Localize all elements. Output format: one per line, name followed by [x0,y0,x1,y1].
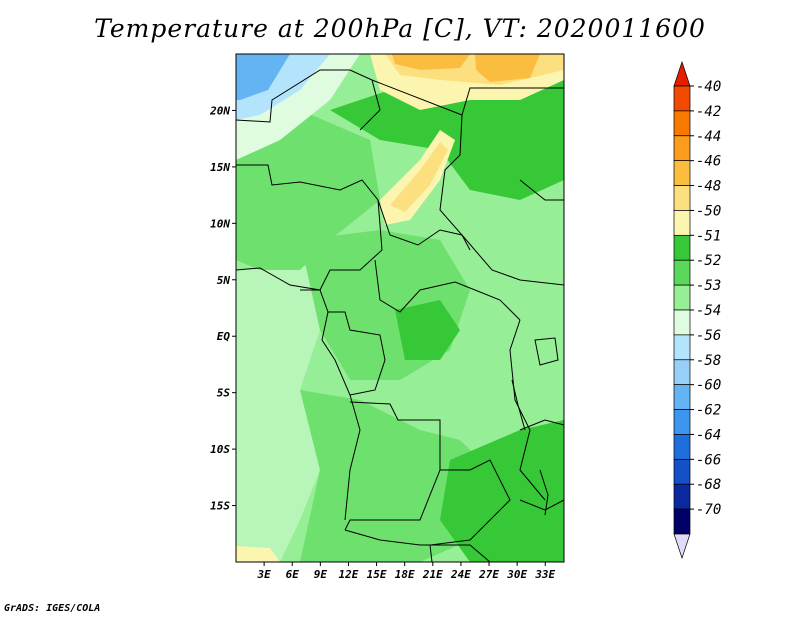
colorbar-segment [673,185,691,211]
lake-malawi [539,469,549,516]
lon-tick-label: 12E [339,568,359,581]
border-mozambique [519,499,564,511]
border-drc-east [509,319,546,501]
field-yellow-southwest [236,546,280,562]
colorbar-segment [673,85,691,112]
colorbar-segment [673,434,691,460]
colorbar-segment [673,160,691,186]
border-nigeria-cameroon [377,199,564,286]
colorbar-label: -40 [696,79,721,95]
lat-tick-label: 10S [210,443,230,456]
longitude-axis: 3E 6E 9E 12E 15E 18E 21E 24E 27E 30E 33E [256,562,556,581]
colorbar-label: -70 [696,502,721,518]
colorbar-label: -60 [696,378,721,394]
colorbar-segment [673,234,691,261]
field-pale-atlantic [236,265,330,562]
lon-tick-label: 18E [395,568,415,581]
border-sahara [236,69,381,131]
field-blue-mid-northwest [236,54,290,100]
border-west-africa [236,164,383,291]
border-congo [328,311,386,396]
colorbar-label: -53 [696,278,721,294]
lon-tick-label: 30E [506,568,527,581]
lake-victoria [534,337,559,366]
colorbar-label: -46 [696,154,721,170]
colorbar-label: -42 [696,104,721,120]
lat-tick-label: 5S [217,387,231,400]
lon-tick-label: 24E [450,568,471,581]
colorbar-segment [673,409,691,435]
lat-tick-label: 10N [210,217,230,230]
colorbar-bottom-arrow [673,533,691,560]
colorbar-segment [673,483,691,510]
colorbar: -40 -42 -44 -46 -48 -50 -51 -52 -53 -54 -56 -58 -60 -… [673,60,721,560]
field-dark-southeast [440,420,564,562]
colorbar-segment [673,210,691,236]
field-orange-northeast [475,54,540,82]
field-mid-west [236,110,380,270]
colorbar-label: -44 [696,129,721,145]
colorbar-label: -66 [696,452,721,468]
border-angola [344,401,441,531]
field-orange-north [392,54,470,70]
border-ethiopia [519,179,564,201]
country-borders [236,69,564,562]
lon-tick-label: 21E [422,568,443,581]
colorbar-segment [673,359,691,386]
lon-tick-label: 27E [478,568,499,581]
lat-tick-label: 15S [210,500,230,513]
field-yellow-sahel [390,142,448,212]
colorbar-label: -56 [696,328,721,344]
coastline-gulf [236,267,361,521]
field-dark-central [395,300,460,360]
lon-tick-label: 6E [286,568,300,581]
colorbar-label: -48 [696,179,721,195]
colorbar-label: -50 [696,203,721,219]
border-sudan [461,87,564,116]
lon-tick-label: 3E [256,568,271,581]
lake-tanganyika [511,379,526,431]
colorbar-label: -68 [696,477,721,493]
lat-tick-label: 15N [210,161,230,174]
colorbar-label: -62 [696,403,721,419]
colorbar-label: -52 [696,253,721,269]
chart-title: Temperature at 200hPa [C], VT: 202001160… [94,14,706,43]
lat-tick-label: 20N [209,104,230,117]
colorbar-segment [673,135,691,162]
colorbar-segment [673,458,691,485]
temperature-field [236,54,564,562]
colorbar-segment [673,309,691,336]
colorbar-label: -54 [696,303,721,319]
map-frame [235,53,565,563]
colorbar-segment [673,508,691,535]
lat-tick-label: 5N [217,274,231,287]
border-namibia [344,529,491,562]
field-light-east [480,220,564,410]
border-car [374,259,521,321]
credit-label: GrADS: IGES/COLA [4,603,101,614]
colorbar-segment [673,284,691,311]
colorbar-top-arrow [673,60,691,87]
lon-tick-label: 33E [534,568,555,581]
colorbar-segment [673,384,691,410]
lon-tick-label: 15E [367,568,387,581]
colorbar-segment [673,334,691,361]
colorbar-segment [673,259,691,286]
lat-tick-label: EQ [217,330,231,343]
colorbar-segment [673,110,691,137]
colorbar-label: -58 [696,353,721,369]
lon-tick-label: 9E [314,568,328,581]
latitude-axis: 20N 15N 10N 5N EQ 5S 10S 15S [209,104,236,513]
border-tanzania [519,419,564,431]
colorbar-label: -51 [696,228,721,244]
colorbar-label: -64 [696,427,721,443]
